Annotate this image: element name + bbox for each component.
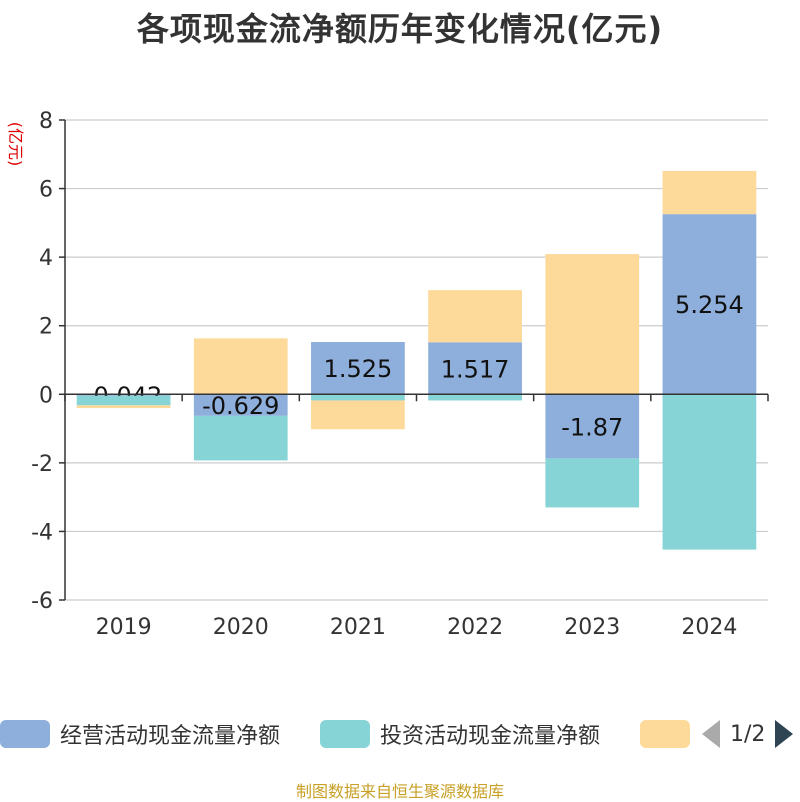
bar-series1-2021[interactable] <box>311 394 405 401</box>
y-tick-label: -6 <box>31 589 53 614</box>
y-tick-label: 2 <box>39 315 53 340</box>
data-label-2021: 1.525 <box>324 355 393 383</box>
bar-series2-2022[interactable] <box>428 290 522 343</box>
bar-series2-2024[interactable] <box>662 170 757 215</box>
y-tick-label: 6 <box>39 178 53 203</box>
legend-pager: 1/2 <box>702 712 794 756</box>
legend-item-investing[interactable]: 投资活动现金流量净额 <box>320 712 600 756</box>
data-label-2022: 1.517 <box>441 355 510 383</box>
bar-series1-2019[interactable] <box>76 395 171 406</box>
data-label-2020: -0.629 <box>202 392 279 420</box>
bar-series0-2022[interactable] <box>428 342 522 395</box>
y-tick-label: 4 <box>39 246 53 271</box>
bar-series1-2022[interactable] <box>428 394 522 401</box>
x-tick-label-2022: 2022 <box>447 615 503 640</box>
x-tick-label-2021: 2021 <box>330 615 386 640</box>
bar-series2-2020[interactable] <box>193 338 288 395</box>
data-source-note: 制图数据来自恒生聚源数据库 <box>295 782 504 801</box>
legend-swatch-investing <box>320 720 370 748</box>
bar-series0-2024[interactable] <box>662 214 757 395</box>
bar-series2-2023[interactable] <box>545 254 640 395</box>
legend-prev-icon[interactable] <box>702 720 720 748</box>
legend-item-financing[interactable] <box>640 712 690 756</box>
bar-series1-2024[interactable] <box>662 394 757 550</box>
legend-page-indicator: 1/2 <box>730 721 766 747</box>
bar-series1-2023[interactable] <box>545 458 640 508</box>
bar-series0-2020[interactable] <box>193 394 288 416</box>
bar-series2-2021[interactable] <box>311 400 405 430</box>
legend-swatch-operating <box>0 720 50 748</box>
data-label-2024: 5.254 <box>675 291 744 319</box>
bar-series2-2019[interactable] <box>76 405 171 409</box>
x-tick-label-2024: 2024 <box>681 615 737 640</box>
x-tick-label-2019: 2019 <box>96 615 152 640</box>
legend-label-operating: 经营活动现金流量净额 <box>60 724 281 749</box>
legend-label-investing: 投资活动现金流量净额 <box>380 724 601 749</box>
chart-title: 各项现金流净额历年变化情况(亿元) <box>136 10 664 48</box>
legend-next-icon[interactable] <box>775 720 794 748</box>
legend: 经营活动现金流量净额 投资活动现金流量净额 1/2 <box>0 712 800 756</box>
bar-series0-2021[interactable] <box>311 342 405 395</box>
y-tick-label: -4 <box>31 520 53 545</box>
legend-swatch-financing <box>640 720 690 748</box>
x-tick-label-2023: 2023 <box>564 615 620 640</box>
bar-series1-2020[interactable] <box>193 415 288 461</box>
y-tick-label: 8 <box>39 109 53 134</box>
y-axis-label: (亿元) <box>6 122 25 167</box>
data-label-2023: -1.87 <box>561 413 623 441</box>
x-tick-label-2020: 2020 <box>213 615 269 640</box>
y-tick-label: 0 <box>39 383 53 408</box>
y-tick-label: -2 <box>31 452 53 477</box>
bar-series0-2023[interactable] <box>545 394 640 459</box>
legend-item-operating[interactable]: 经营活动现金流量净额 <box>0 712 280 756</box>
